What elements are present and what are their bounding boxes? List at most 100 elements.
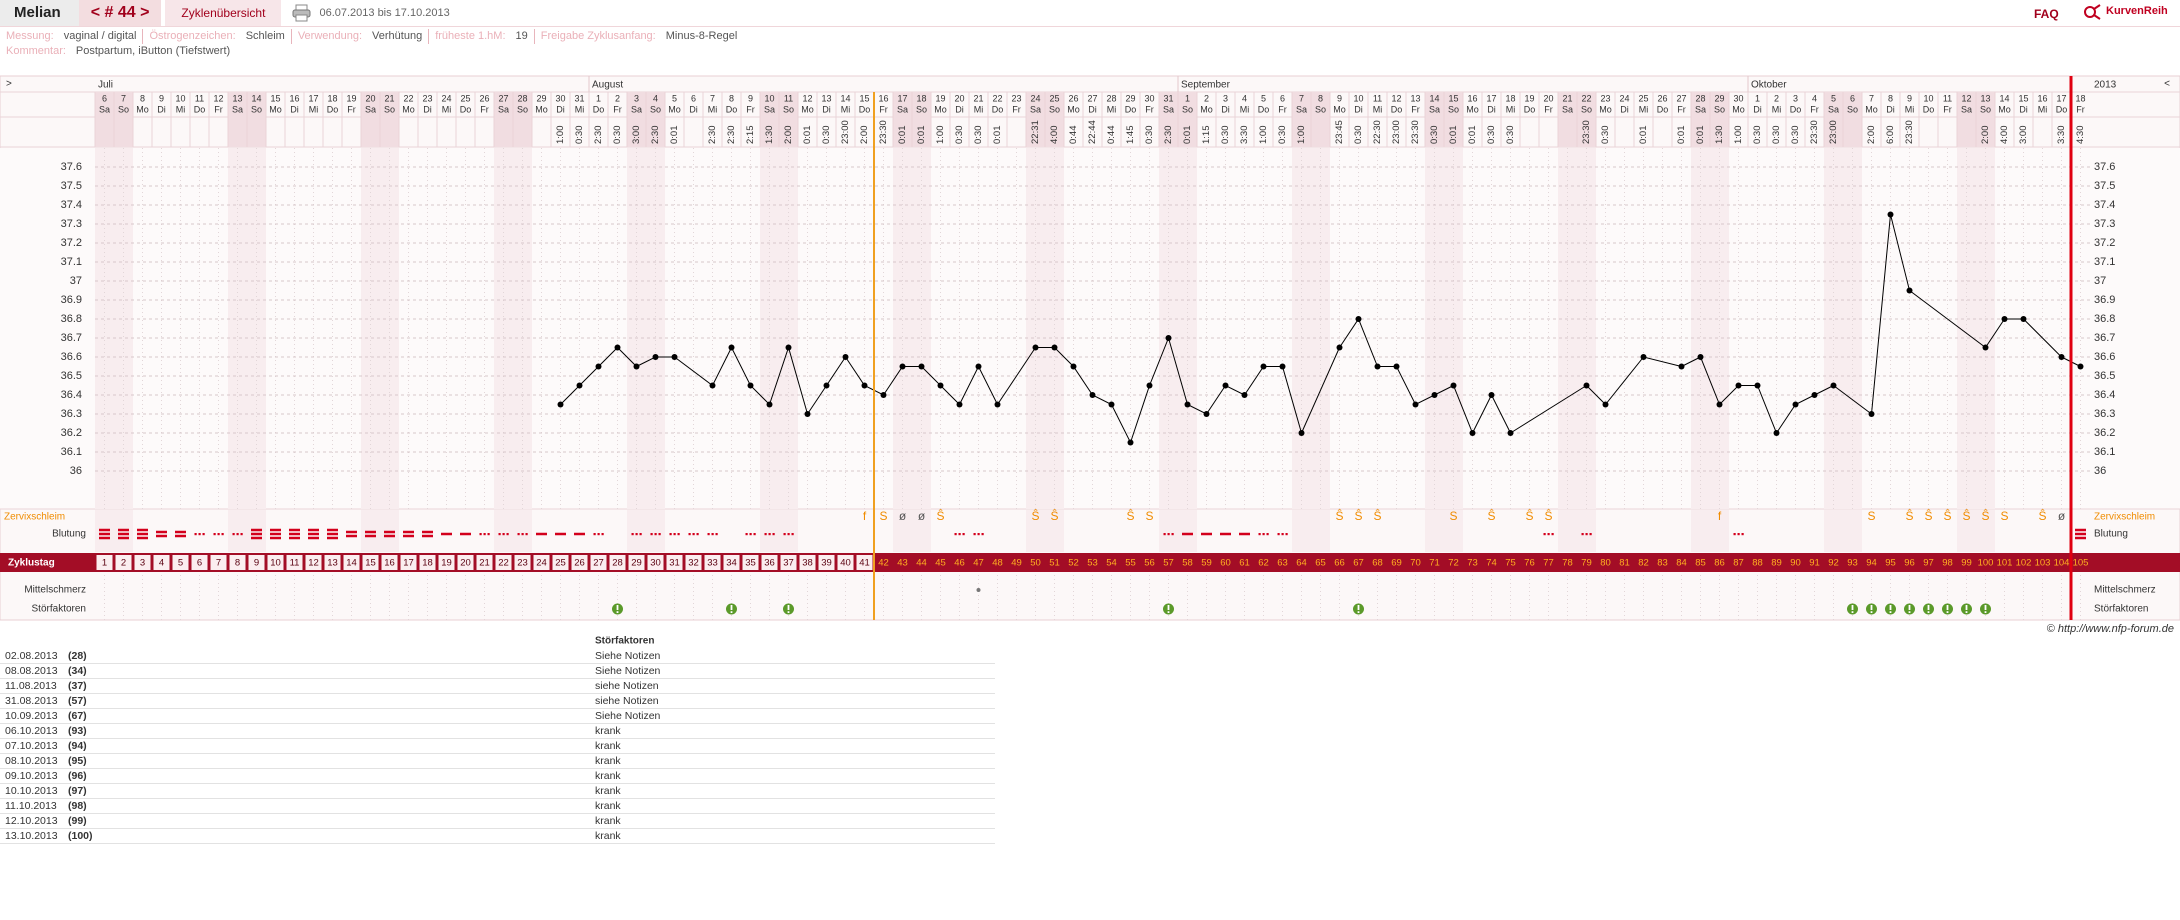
bleeding-bar [156, 534, 167, 538]
bleeding-dot [707, 533, 710, 536]
icon-dot [1851, 611, 1854, 613]
day-number: 21 [973, 93, 983, 103]
day-number: 25 [1638, 93, 1648, 103]
overview-tab[interactable]: Zyklenübersicht [165, 0, 282, 26]
measure-time: 0:30 [1790, 126, 1801, 145]
measure-time: 3:00 [2018, 126, 2029, 145]
cycle-day: 56 [1144, 558, 1155, 569]
temperature-point [1450, 382, 1457, 389]
cycle-day: 66 [1334, 558, 1345, 569]
day-number: 16 [878, 93, 888, 103]
weekend-shade [1444, 92, 1463, 147]
cycle-day: 71 [1429, 558, 1440, 569]
bleeding-dot [973, 533, 976, 536]
temperature-point [1298, 430, 1305, 436]
cycle-day-cell [742, 555, 759, 570]
cycle-day-cell [134, 555, 151, 570]
bleeding-mark [232, 533, 243, 536]
bleeding-bar [270, 536, 281, 540]
cycle-day: 26 [574, 558, 585, 569]
weekday: Mo [1865, 104, 1878, 114]
mucus-sign: f [863, 509, 867, 523]
weekday: Do [1391, 104, 1403, 114]
weekday: So [118, 104, 129, 114]
info-value: Schleim [245, 30, 285, 42]
cycle-nav[interactable]: < # 44 > [78, 0, 162, 26]
bleeding-dot [749, 533, 752, 536]
measure-time: 0:01 [897, 126, 908, 145]
weekend-shade [1824, 92, 1843, 147]
bleeding-dot [677, 533, 680, 536]
cycle-day: 70 [1410, 558, 1421, 569]
table-date: 07.10.2013 [5, 740, 58, 752]
weekday: Di [1354, 104, 1363, 114]
temperature-point [975, 363, 982, 370]
bleeding-mark [213, 533, 224, 536]
temperature-line [1586, 385, 1606, 405]
disturbance-icon [1866, 603, 1877, 615]
icon-dot [1889, 611, 1892, 613]
cycle-day: 103 [2035, 558, 2051, 569]
weekday: Fr [480, 104, 489, 114]
table-date: 02.08.2013 [5, 650, 58, 662]
bleeding-dot [506, 533, 509, 536]
cycle-day: 8 [235, 558, 240, 569]
table-day: (100) [68, 830, 93, 842]
disturbance-icon [1904, 603, 1915, 615]
nav-right[interactable]: < [2164, 79, 2170, 90]
bleeding-dot [768, 533, 771, 536]
print-icon[interactable] [291, 4, 313, 22]
bleeding-dot [1737, 533, 1740, 536]
weekday: So [1847, 104, 1858, 114]
faq-link[interactable]: FAQ [2034, 7, 2059, 21]
measure-time: 0:30 [1771, 126, 1782, 145]
mucus-sign: Ŝ [2038, 508, 2046, 523]
brand[interactable]: Melian [0, 0, 79, 26]
day-number: 3 [634, 93, 639, 103]
day-number: 7 [1299, 93, 1304, 103]
cycle-day: 30 [650, 558, 661, 569]
bleeding-mark [1182, 532, 1193, 536]
temperature-point [1260, 363, 1267, 370]
y-tick-label: 36.9 [61, 294, 82, 306]
cycle-day: 51 [1049, 558, 1060, 569]
bleeding-mark [631, 533, 642, 536]
bleeding-dot [631, 533, 634, 536]
weekday: Mi [309, 104, 319, 114]
table-day: (93) [68, 725, 87, 737]
cycle-day: 92 [1828, 558, 1839, 569]
weekend-shade [1710, 92, 1729, 147]
day-number: 7 [710, 93, 715, 103]
temperature-point [785, 344, 792, 351]
site-name[interactable]: KurvenReih [2106, 5, 2168, 17]
table-header: Störfaktoren [595, 636, 654, 647]
day-number: 12 [213, 93, 223, 103]
bleeding-dot [1281, 533, 1284, 536]
day-number: 26 [479, 93, 489, 103]
day-number: 30 [555, 93, 565, 103]
day-number: 9 [748, 93, 753, 103]
weekday: Mo [269, 104, 282, 114]
weekday: So [1714, 104, 1725, 114]
temperature-point [899, 363, 906, 370]
temperature-point [1336, 344, 1343, 351]
weekday: Fr [1145, 104, 1154, 114]
bleeding-dot [1266, 533, 1269, 536]
weekend-shade [1691, 92, 1710, 147]
nav-left[interactable]: > [6, 79, 12, 90]
day-number: 17 [308, 93, 318, 103]
cycle-day: 40 [840, 558, 851, 569]
cycle-day: 68 [1372, 558, 1383, 569]
weekend-shade [1159, 92, 1178, 147]
measure-time: 1:30 [764, 126, 775, 145]
bleeding-dot [1285, 533, 1288, 536]
weekday: Mo [1067, 104, 1080, 114]
measure-time: 0:01 [992, 126, 1003, 145]
icon-bar [616, 605, 619, 610]
weekday: Sa [1961, 104, 1972, 114]
measure-time: 2:00 [1980, 126, 1991, 145]
table-date: 10.10.2013 [5, 785, 58, 797]
measure-time: 23:30 [1410, 120, 1421, 144]
cycle-day: 34 [726, 558, 737, 569]
bleeding-mark [1163, 533, 1174, 536]
